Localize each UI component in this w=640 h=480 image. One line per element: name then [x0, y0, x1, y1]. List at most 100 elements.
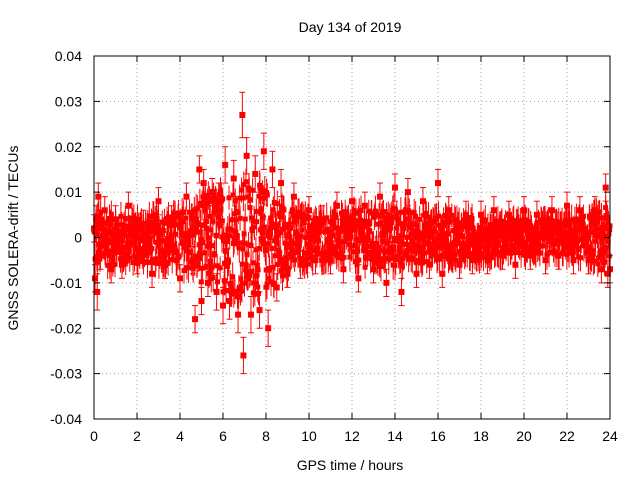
data-point: [146, 241, 152, 247]
data-point: [296, 238, 302, 244]
data-point: [570, 251, 576, 257]
data-point: [559, 220, 565, 226]
data-point: [254, 262, 260, 268]
data-point: [182, 235, 188, 241]
data-point: [490, 222, 496, 228]
y-tick-label: 0: [74, 230, 82, 246]
data-point: [351, 208, 357, 214]
data-point: [242, 216, 248, 222]
data-point: [433, 245, 439, 251]
data-point: [293, 213, 299, 219]
data-point: [239, 187, 245, 193]
data-point: [440, 234, 446, 240]
data-point: [350, 249, 356, 255]
data-point: [400, 241, 406, 247]
data-point: [280, 226, 286, 232]
data-point: [601, 224, 607, 230]
data-point: [372, 208, 378, 214]
data-point: [160, 227, 166, 233]
data-point: [120, 231, 126, 237]
data-point: [315, 245, 321, 251]
data-point: [303, 235, 309, 241]
data-point: [326, 236, 332, 242]
data-point: [198, 298, 205, 305]
data-point: [230, 240, 236, 246]
data-point: [596, 255, 602, 261]
data-point: [522, 250, 528, 256]
data-point: [303, 259, 309, 265]
data-point: [231, 236, 237, 242]
data-point: [156, 261, 162, 267]
data-point: [126, 223, 132, 229]
data-point: [312, 257, 319, 264]
data-point: [245, 194, 251, 200]
data-point: [211, 210, 217, 216]
data-point: [386, 247, 392, 253]
data-point: [508, 227, 514, 233]
data-point: [392, 184, 398, 191]
data-point: [520, 242, 526, 248]
data-point: [555, 252, 562, 259]
data-point: [219, 218, 225, 224]
data-point: [249, 228, 255, 234]
data-point: [421, 250, 427, 256]
data-point: [220, 302, 226, 309]
data-point: [342, 238, 348, 244]
data-point: [241, 280, 247, 286]
data-point: [275, 247, 281, 253]
data-point: [234, 233, 240, 239]
data-point: [406, 209, 412, 215]
data-point: [255, 267, 261, 273]
data-point: [268, 279, 274, 285]
data-point: [95, 249, 101, 255]
data-point: [129, 231, 135, 237]
data-point: [204, 279, 211, 286]
data-point: [168, 216, 175, 223]
data-point: [586, 233, 592, 239]
data-point: [149, 270, 156, 277]
data-point: [240, 352, 247, 359]
data-point: [441, 219, 447, 225]
data-point: [298, 233, 304, 239]
data-point: [151, 213, 157, 219]
data-point: [289, 246, 295, 252]
data-point: [556, 219, 562, 225]
data-point: [318, 216, 325, 223]
data-point: [505, 211, 512, 218]
data-point: [130, 218, 136, 224]
data-point: [304, 241, 310, 247]
data-point: [242, 241, 248, 247]
data-point: [281, 207, 287, 213]
data-point: [287, 251, 293, 257]
data-point: [137, 251, 143, 257]
data-point: [379, 233, 385, 239]
data-point: [306, 224, 312, 230]
data-point: [389, 220, 395, 226]
data-point: [468, 242, 474, 248]
data-point: [490, 207, 497, 214]
data-point: [288, 238, 294, 244]
data-point: [239, 261, 245, 267]
data-point: [591, 207, 598, 214]
data-point: [504, 239, 510, 245]
data-point: [509, 242, 515, 248]
data-point: [195, 205, 201, 211]
data-point: [370, 266, 377, 273]
data-point: [101, 207, 108, 214]
x-tick-label: 2: [133, 428, 141, 444]
data-point: [381, 209, 387, 215]
data-point: [527, 252, 534, 259]
data-point: [232, 288, 238, 294]
x-tick-label: 14: [387, 428, 403, 444]
data-point: [394, 212, 400, 218]
data-point: [318, 222, 324, 228]
data-point: [384, 240, 390, 246]
data-point: [180, 218, 186, 224]
data-point: [248, 243, 254, 249]
data-point: [340, 212, 346, 218]
data-point: [164, 236, 170, 242]
data-point: [365, 249, 371, 255]
data-point: [125, 202, 132, 209]
data-point: [267, 267, 273, 273]
data-point: [185, 265, 191, 271]
